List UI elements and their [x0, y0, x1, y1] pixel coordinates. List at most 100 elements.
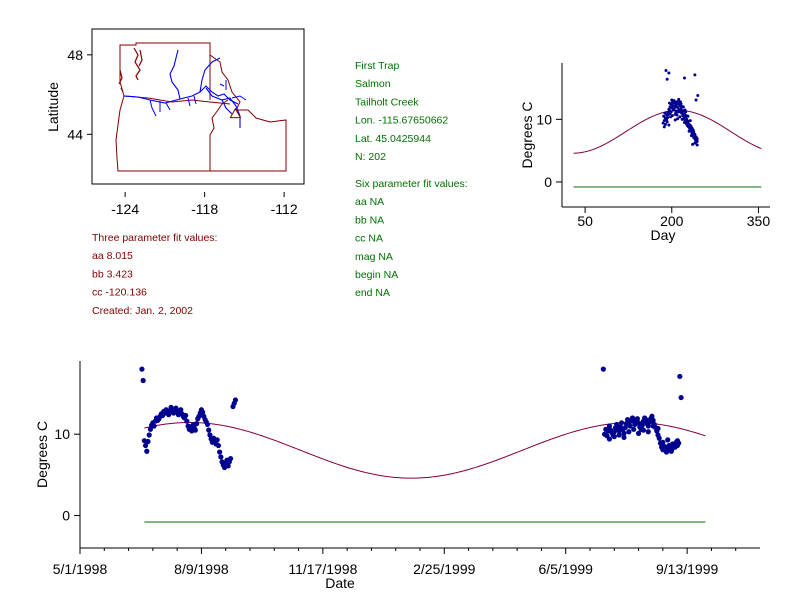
six-param-line: Six parameter fit values: — [355, 178, 468, 190]
day-chart-data-point — [677, 97, 681, 101]
date-chart-data-point — [204, 421, 211, 428]
map-y-axis-label: Latitude — [45, 82, 61, 132]
day-chart-data-point — [674, 100, 678, 104]
date-chart-data-point — [635, 420, 642, 426]
six-param-line: aa NA — [355, 196, 384, 208]
day-chart-data-point — [672, 108, 676, 112]
date-chart-data-point — [207, 432, 213, 438]
date-chart-data-point — [677, 373, 683, 380]
day-chart-data-point — [694, 98, 698, 102]
date-chart-data-point — [678, 394, 684, 401]
day-chart-data-point — [691, 142, 695, 146]
date-chart-data-point — [184, 418, 190, 424]
wa-or-border — [123, 95, 231, 105]
trap-info-line: Lon. -115.67650662 — [355, 115, 448, 127]
map-x-tick-label: -124 — [111, 201, 139, 217]
trap-info-line: N: 202 — [355, 151, 386, 163]
day-chart-data-point — [689, 134, 693, 138]
map-axes: 44 48 -124 -118 -112 — [67, 47, 297, 217]
date-chart-data-point — [232, 397, 239, 403]
map-x-tick-label: -112 — [271, 201, 298, 217]
day-chart-data-point — [674, 110, 678, 114]
map-y-tick-label: 48 — [67, 47, 83, 63]
date-chart: 0 10 5/1/1998 8/9/1998 11/17/1998 2/25/1999 6/… — [34, 361, 760, 591]
date-chart-data-point — [217, 449, 223, 455]
day-chart-data-point — [675, 113, 679, 117]
six-param-line: cc NA — [355, 233, 383, 245]
trap-info-block: First Trap Salmon Tailholt Creek Lon. -115.… — [355, 60, 448, 163]
day-chart-x-axis-label: Day — [651, 227, 676, 243]
date-chart-data-point — [616, 432, 622, 438]
day-chart-data-point — [673, 105, 677, 109]
day-chart-y-tick-label: 10 — [536, 111, 552, 127]
three-param-line: bb 3.423 — [92, 268, 133, 280]
three-param-line: aa 8.015 — [92, 250, 133, 262]
day-chart-data-point — [662, 114, 666, 118]
day-chart-data-point — [681, 109, 685, 113]
date-chart-x-tick-label: 8/9/1998 — [174, 561, 229, 577]
day-chart-data-point — [676, 110, 680, 114]
date-chart-data-point — [218, 454, 224, 460]
date-chart-data-point — [178, 407, 184, 413]
date-chart-data-point — [606, 436, 613, 442]
day-chart-data-point — [681, 105, 685, 109]
day-chart-data-point — [666, 115, 670, 119]
day-chart-data-point — [665, 118, 669, 122]
day-chart-data-point — [678, 115, 682, 119]
day-chart-x-tick-label: 200 — [660, 213, 684, 229]
three-param-line: Created: Jan. 2, 2002 — [92, 305, 193, 317]
map-outline — [115, 42, 287, 172]
date-chart-data-point — [214, 437, 220, 443]
day-chart-data-point — [688, 119, 692, 123]
day-chart-data-point — [680, 117, 684, 121]
day-chart-y-axis-label: Degrees C — [519, 102, 535, 169]
day-chart-data-point — [692, 136, 696, 140]
date-chart-data-point — [225, 463, 231, 469]
six-param-line: mag NA — [355, 251, 393, 263]
date-chart-data-point — [650, 423, 656, 429]
three-param-line: Three parameter fit values: — [92, 232, 217, 244]
trap-info-line: First Trap — [355, 60, 399, 72]
date-chart-data-point — [611, 429, 617, 435]
day-chart-data-point — [662, 125, 666, 129]
date-chart-data-point — [227, 455, 234, 462]
date-chart-x-tick-label: 9/13/1999 — [656, 561, 718, 577]
date-chart-data-point — [606, 423, 613, 429]
date-chart-data-point — [634, 416, 640, 422]
date-chart-x-tick-label: 6/5/1999 — [538, 561, 593, 577]
date-chart-data-point — [611, 434, 617, 440]
date-chart-data-point — [660, 439, 666, 445]
day-chart-data-point — [682, 120, 686, 124]
puget-sound — [133, 47, 143, 81]
date-chart-data-point — [631, 426, 637, 432]
day-chart-data-point — [691, 128, 695, 132]
date-chart-data-point — [206, 427, 212, 433]
date-chart-data-point — [643, 416, 649, 423]
map-frame — [91, 28, 305, 185]
date-chart-data-point — [215, 442, 222, 449]
date-chart-data-point — [649, 413, 655, 419]
date-chart-data-point — [139, 366, 145, 372]
date-chart-data-point — [183, 412, 189, 419]
date-chart-data-point — [622, 425, 628, 431]
day-chart-x-tick-label: 350 — [747, 213, 771, 229]
six-param-line: begin NA — [355, 269, 398, 281]
day-chart-data-point — [665, 77, 669, 81]
map-panel: 44 48 -124 -118 -112 Latitude — [45, 28, 305, 217]
tributaries — [149, 80, 247, 117]
date-chart-data-point — [192, 427, 198, 433]
date-chart-data-point — [645, 423, 651, 429]
three-parameter-block: Three parameter fit values: aa 8.015 bb 3.… — [92, 232, 217, 317]
date-chart-data-point — [639, 422, 645, 428]
date-chart-y-tick-label: 0 — [62, 507, 70, 523]
day-chart-data-point — [686, 114, 690, 118]
date-chart-data-point — [645, 429, 651, 435]
day-chart-data-point — [684, 110, 688, 114]
date-chart-data-point — [200, 409, 206, 415]
date-chart-data-point — [140, 377, 146, 384]
day-chart-data-point — [694, 139, 698, 143]
date-chart-y-axis-label: Degrees C — [34, 421, 50, 488]
day-chart: 0 10 50 200 350 Day Degrees C — [519, 63, 770, 243]
date-chart-data-point — [635, 430, 642, 436]
date-chart-x-tick-label: 5/1/1998 — [53, 561, 108, 577]
